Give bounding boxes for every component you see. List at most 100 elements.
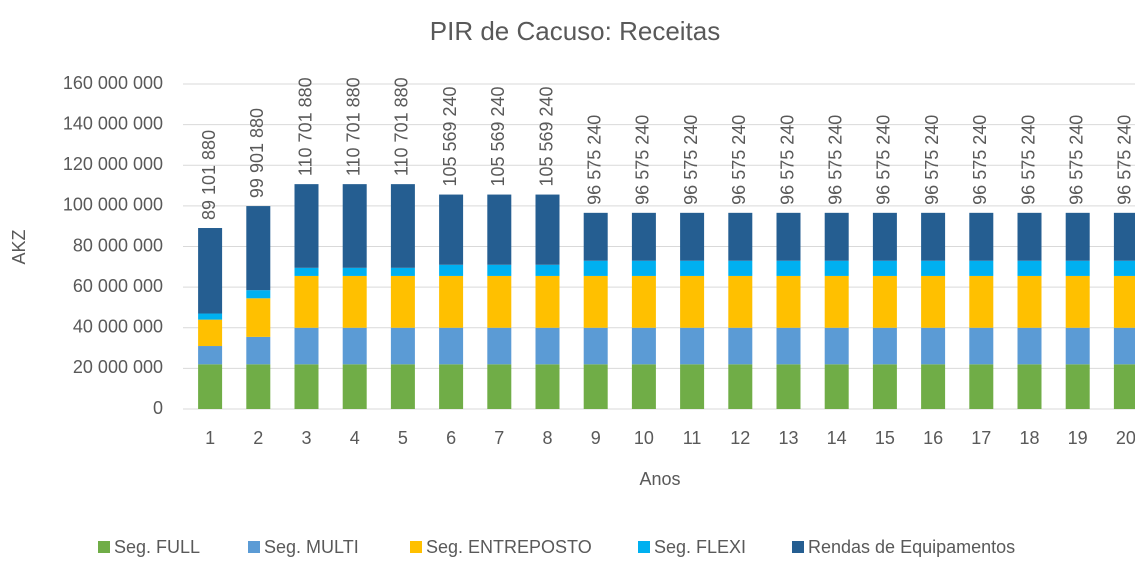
bar-segment: [824, 275, 849, 328]
total-label: 105 569 240: [488, 86, 508, 186]
legend-label: Seg. FULL: [114, 537, 200, 557]
bar-segment: [680, 364, 705, 409]
total-label: 96 575 240: [970, 115, 990, 205]
bar-segment: [969, 260, 994, 276]
total-label: 110 701 880: [392, 77, 412, 176]
bar-segment: [728, 364, 753, 409]
bar-segment: [390, 327, 415, 365]
bar-segment: [1065, 275, 1090, 328]
bar-segment: [535, 327, 560, 365]
legend-swatch: [98, 541, 110, 553]
bar-segment: [198, 319, 223, 347]
legend-swatch: [248, 541, 260, 553]
y-tick-label: 140 000 000: [63, 113, 163, 133]
bar-segment: [535, 275, 560, 328]
bar-segment: [583, 212, 608, 261]
y-tick-label: 100 000 000: [63, 195, 163, 215]
legend-label: Seg. ENTREPOSTO: [426, 537, 592, 557]
total-label: 96 575 240: [1115, 115, 1135, 205]
bar-segment: [535, 264, 560, 276]
total-label: 96 575 240: [584, 115, 604, 205]
bar-segment: [439, 327, 464, 365]
x-tick-label: 3: [301, 428, 311, 448]
bar-segment: [824, 364, 849, 409]
bar-segment: [1113, 364, 1135, 409]
bar-segment: [728, 275, 753, 328]
legend-swatch: [410, 541, 422, 553]
total-label: 99 901 880: [247, 108, 267, 198]
bar-segment: [390, 275, 415, 328]
bar-segment: [1065, 327, 1090, 365]
bar-segment: [1065, 364, 1090, 409]
x-tick-label: 2: [253, 428, 263, 448]
bar-segment: [294, 327, 319, 365]
bar-segment: [969, 327, 994, 365]
bar-segment: [631, 364, 656, 409]
bar-segment: [246, 364, 271, 409]
total-label: 105 569 240: [536, 86, 556, 186]
total-label: 89 101 880: [199, 130, 219, 220]
x-tick-label: 7: [494, 428, 504, 448]
bar-segment: [535, 194, 560, 265]
bar-segment: [487, 364, 512, 409]
x-tick-label: 8: [542, 428, 552, 448]
y-tick-label: 0: [153, 398, 163, 418]
bar-segment: [680, 327, 705, 365]
bar-segment: [439, 364, 464, 409]
x-tick-label: 5: [398, 428, 408, 448]
bar-segment: [390, 364, 415, 409]
legend-label: Rendas de Equipamentos: [808, 537, 1015, 557]
total-label: 96 575 240: [1066, 115, 1086, 205]
bar-segment: [342, 184, 367, 268]
x-tick-label: 18: [1019, 428, 1039, 448]
bar-segment: [1065, 212, 1090, 261]
bar-segment: [1113, 327, 1135, 365]
bar-segment: [198, 228, 223, 314]
bar-segment: [872, 275, 897, 328]
x-tick-label: 19: [1068, 428, 1088, 448]
bar-segment: [921, 327, 946, 365]
bar-segment: [583, 364, 608, 409]
bar-segment: [1017, 212, 1042, 261]
bar-segment: [1065, 260, 1090, 276]
bar-segment: [294, 184, 319, 268]
bar-segment: [824, 327, 849, 365]
bar-segment: [631, 275, 656, 328]
bar-segment: [872, 260, 897, 276]
bar-segment: [390, 184, 415, 268]
bar-segment: [342, 275, 367, 328]
x-tick-label: 17: [971, 428, 991, 448]
bar-segment: [1113, 260, 1135, 276]
x-tick-label: 15: [875, 428, 895, 448]
y-tick-label: 80 000 000: [73, 235, 163, 255]
x-tick-label: 9: [591, 428, 601, 448]
bar-segment: [487, 194, 512, 265]
bar-segment: [776, 275, 801, 328]
x-axis-label: Anos: [639, 469, 680, 489]
bar-segment: [1113, 275, 1135, 328]
bar-segment: [198, 346, 223, 365]
bar-segment: [969, 212, 994, 261]
bar-segment: [487, 275, 512, 328]
bar-segment: [969, 364, 994, 409]
bar-segment: [246, 298, 271, 337]
bar-segment: [824, 212, 849, 261]
bar-segment: [631, 327, 656, 365]
bar-segment: [631, 212, 656, 261]
bar-segment: [583, 260, 608, 276]
bar-segment: [680, 260, 705, 276]
y-tick-label: 160 000 000: [63, 73, 163, 93]
bar-segment: [728, 260, 753, 276]
bar-segment: [246, 290, 271, 299]
bar-segment: [390, 267, 415, 276]
bar-segment: [776, 364, 801, 409]
bar-segment: [535, 364, 560, 409]
x-tick-label: 13: [778, 428, 798, 448]
bar-segment: [294, 275, 319, 328]
total-label: 96 575 240: [825, 115, 845, 205]
bar-segment: [680, 212, 705, 261]
bar-segment: [872, 364, 897, 409]
chart-title: PIR de Cacuso: Receitas: [430, 16, 720, 46]
bar-segment: [294, 364, 319, 409]
